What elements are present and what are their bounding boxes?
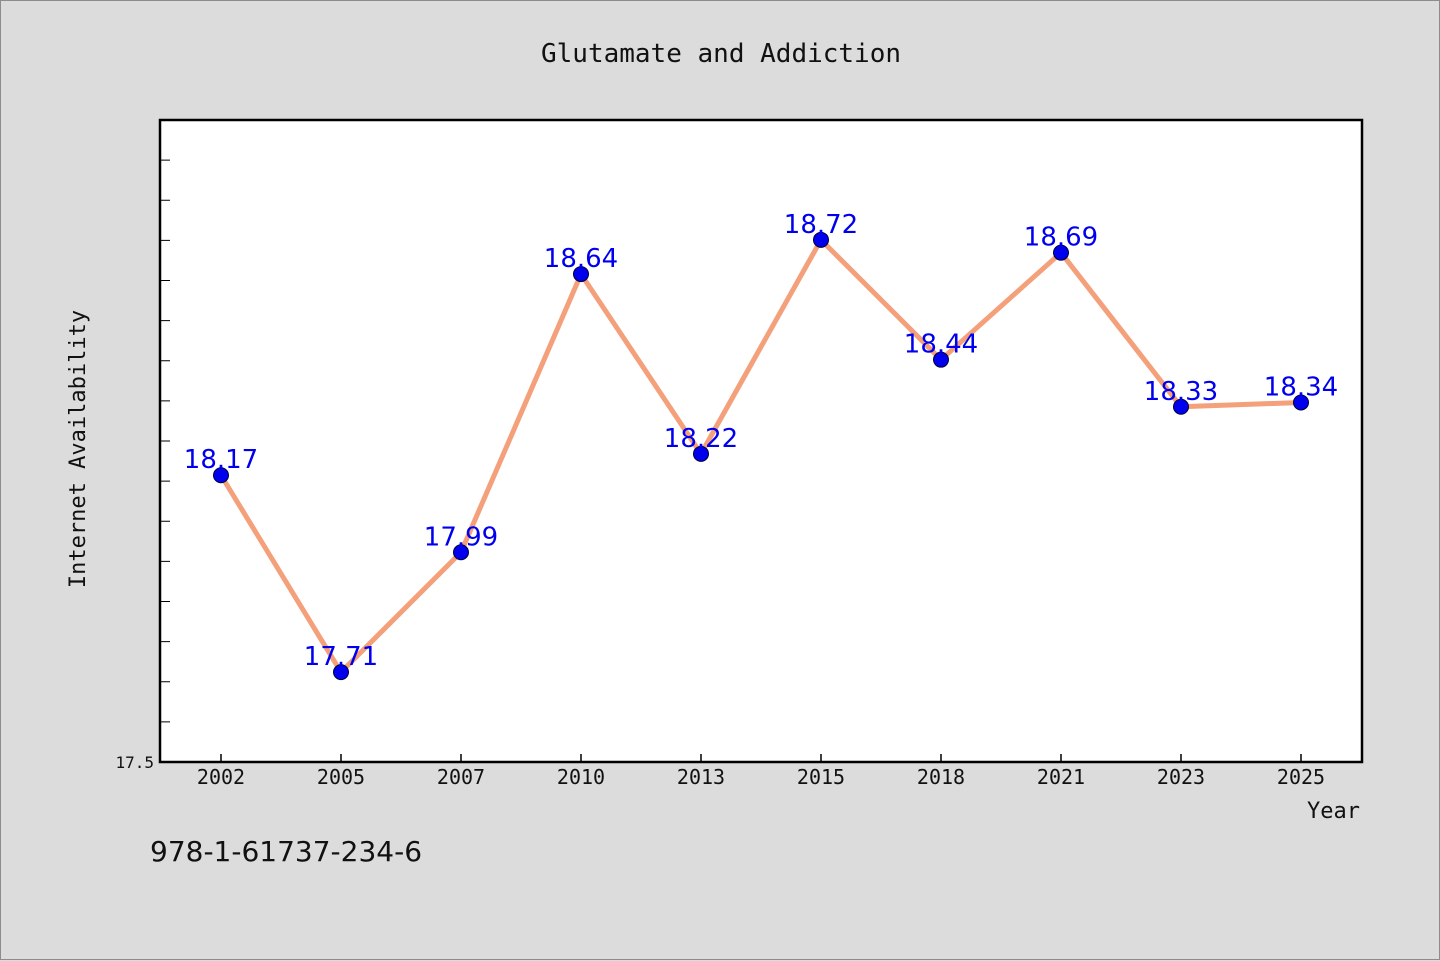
- data-point: [813, 231, 829, 248]
- data-label: 18.64: [544, 244, 618, 274]
- data-point: [453, 544, 469, 561]
- x-tick-label: 2010: [557, 765, 605, 789]
- data-labels: 18.17 17.71 17.99 18.64 18.22 18.72 18.44 18.69…: [184, 210, 1338, 672]
- y-axis-title: Internet Availability: [66, 310, 91, 588]
- data-point: [693, 445, 709, 462]
- x-tick-label: 2013: [677, 765, 725, 789]
- x-tick-label: 2002: [197, 765, 245, 789]
- data-label: 18.44: [904, 330, 978, 360]
- data-label: 18.22: [664, 424, 738, 454]
- data-point: [573, 266, 589, 283]
- x-tick-label: 2005: [317, 765, 365, 789]
- x-axis-title: Year: [1307, 799, 1360, 824]
- x-tick-label: 2025: [1277, 765, 1325, 789]
- data-point: [1053, 244, 1069, 261]
- data-point: [933, 351, 949, 368]
- x-tick-label: 2007: [437, 765, 485, 789]
- data-label: 17.71: [304, 642, 378, 672]
- data-label: 18.69: [1024, 223, 1098, 253]
- data-markers: [213, 231, 1309, 681]
- series-line-group: [218, 237, 1304, 675]
- data-point: [1173, 398, 1189, 415]
- data-point: [213, 467, 229, 484]
- data-label: 18.34: [1264, 372, 1338, 402]
- data-label: 18.72: [784, 210, 858, 240]
- series-line: [218, 237, 1304, 675]
- chart-title: Glutamate and Addiction: [541, 39, 901, 69]
- data-label: 18.17: [184, 445, 258, 475]
- y-tick-label: 17.5: [115, 753, 154, 772]
- data-label: 18.33: [1144, 377, 1218, 407]
- x-tick-label: 2021: [1037, 765, 1085, 789]
- x-tick-label: 2015: [797, 765, 845, 789]
- y-axis-ticks: 17.5: [115, 159, 170, 772]
- x-tick-label: 2018: [917, 765, 965, 789]
- data-point: [333, 664, 349, 681]
- data-point: [1293, 394, 1309, 411]
- x-axis-ticks: 2002 2005 2007 2010 2013 2015 2018 2021 2023 2025: [197, 754, 1325, 789]
- data-label: 17.99: [424, 522, 498, 552]
- x-tick-label: 2023: [1157, 765, 1205, 789]
- isbn-label: 978-1-61737-234-6: [150, 835, 423, 868]
